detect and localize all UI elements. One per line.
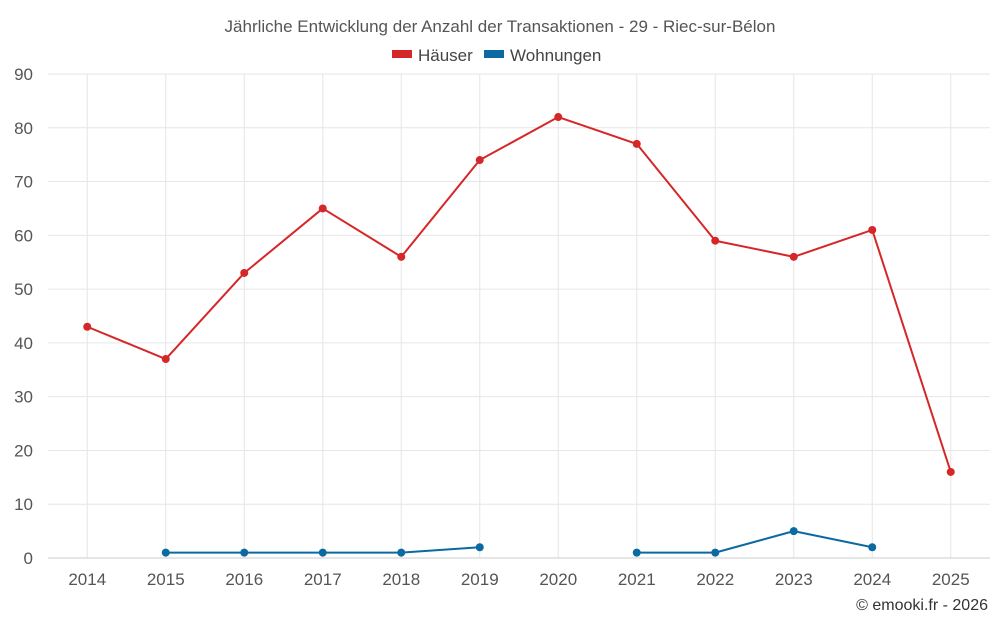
legend-label-wohnungen: Wohnungen [510,46,601,65]
data-point[interactable] [632,548,641,557]
y-tick-label: 20 [14,441,33,460]
data-point[interactable] [161,355,170,364]
series-haeuser [83,113,955,476]
x-tick-label: 2021 [618,570,656,589]
x-tick-label: 2023 [775,570,813,589]
x-tick-label: 2019 [461,570,499,589]
y-tick-label: 10 [14,495,33,514]
data-point[interactable] [711,236,720,245]
y-tick-label: 40 [14,334,33,353]
axes: 0 10 20 30 40 50 60 70 80 90 2014 2015 2016 2017 2018 2… [14,65,990,589]
grid [48,73,990,558]
data-point[interactable] [789,252,798,261]
y-tick-label: 0 [24,549,33,568]
data-point[interactable] [161,548,170,557]
legend-swatch-haeuser [392,50,412,58]
x-tick-label: 2016 [225,570,263,589]
data-point[interactable] [397,252,406,261]
data-point[interactable] [318,548,327,557]
credit-text: © emooki.fr - 2026 [856,597,988,614]
legend-item-haeuser[interactable]: Häuser [392,46,473,65]
data-point[interactable] [554,113,563,122]
legend-swatch-wohnungen [484,50,504,58]
data-point[interactable] [789,527,798,536]
legend-item-wohnungen[interactable]: Wohnungen [484,46,601,65]
y-tick-label: 30 [14,388,33,407]
data-point[interactable] [632,139,641,148]
y-tick-label: 60 [14,226,33,245]
data-point[interactable] [711,548,720,557]
data-point[interactable] [475,156,484,165]
data-point[interactable] [83,322,92,331]
x-tick-label: 2022 [696,570,734,589]
legend-label-haeuser: Häuser [418,46,473,65]
data-point[interactable] [868,543,877,552]
data-point[interactable] [475,543,484,552]
data-point[interactable] [946,467,955,476]
x-tick-label: 2015 [147,570,185,589]
y-tick-label: 90 [14,65,33,84]
y-tick-label: 70 [14,173,33,192]
data-point[interactable] [318,204,327,213]
x-tick-label: 2018 [382,570,420,589]
chart-title: Jährliche Entwicklung der Anzahl der Tra… [225,17,776,36]
x-tick-label: 2025 [932,570,970,589]
y-tick-label: 80 [14,119,33,138]
data-point[interactable] [397,548,406,557]
data-point[interactable] [240,268,249,277]
x-tick-label: 2020 [539,570,577,589]
series-wohnungen [161,527,877,557]
series-line [86,116,952,473]
data-point[interactable] [240,548,249,557]
legend: Häuser Wohnungen [392,46,601,65]
series-line [636,530,873,554]
data-point[interactable] [868,225,877,234]
x-tick-label: 2014 [68,570,106,589]
x-tick-label: 2017 [304,570,342,589]
series [83,113,955,557]
y-tick-label: 50 [14,280,33,299]
x-tick-label: 2024 [853,570,891,589]
